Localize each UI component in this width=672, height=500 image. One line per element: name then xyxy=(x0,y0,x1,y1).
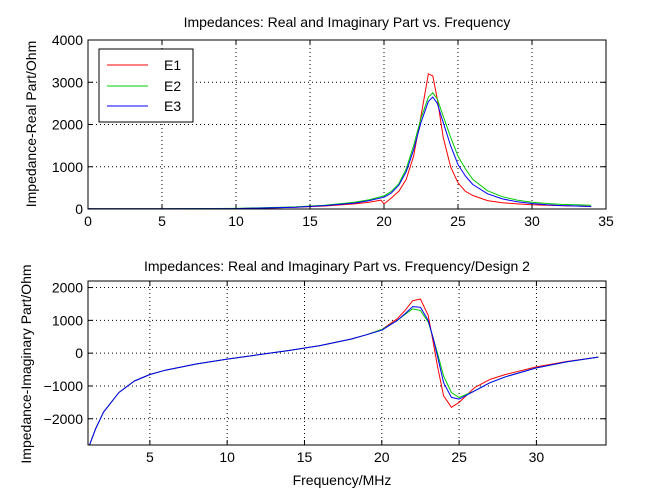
series-lines-imaginary xyxy=(89,298,599,445)
x-tick-label: 20 xyxy=(374,449,390,465)
y-tick-label: 0 xyxy=(75,345,83,361)
legend-label-e1: E1 xyxy=(164,57,181,73)
y-axis-label-imaginary: Impedance-Imaginary Part/Ohm xyxy=(18,264,34,463)
series-line-e3 xyxy=(89,306,599,445)
y-tick-label: 0 xyxy=(75,201,83,217)
x-tick-label: 30 xyxy=(529,449,545,465)
series-line-e1 xyxy=(88,73,592,209)
x-tick-label: 0 xyxy=(84,213,92,229)
x-tick-label: 30 xyxy=(524,213,540,229)
series-line-e2 xyxy=(88,92,592,209)
legend-item-e2: E2 xyxy=(107,78,181,94)
x-axis-label: Frequency/MHz xyxy=(293,472,392,488)
legend: E1 E2 E3 xyxy=(98,48,194,123)
axes-box-imaginary xyxy=(87,280,607,446)
x-tick-label: 10 xyxy=(219,449,235,465)
series-lines-real xyxy=(88,73,592,209)
axes-imaginary-part: 5 10 15 20 25 30 −2000 −1000 0 1000 2000 Impedance… xyxy=(18,258,607,488)
y-tick-label: −2000 xyxy=(44,411,84,427)
legend-label-e3: E3 xyxy=(164,98,181,114)
legend-item-e1: E1 xyxy=(107,57,181,73)
x-tick-label: 35 xyxy=(598,213,614,229)
plot-area-imaginary xyxy=(88,281,606,445)
y-tick-label: 2000 xyxy=(52,280,83,296)
x-tick-label: 25 xyxy=(450,213,466,229)
chart-title-real: Impedances: Real and Imaginary Part vs. … xyxy=(184,14,511,30)
y-tick-label: −1000 xyxy=(44,378,84,394)
grid-imaginary xyxy=(88,281,606,445)
y-tick-label: 1000 xyxy=(52,312,83,328)
series-line-e3 xyxy=(88,96,592,209)
x-tick-label: 5 xyxy=(158,213,166,229)
x-tick-label: 10 xyxy=(228,213,244,229)
y-tick-label: 1000 xyxy=(52,159,83,175)
ticks-imaginary: 5 10 15 20 25 30 −2000 −1000 0 1000 2000 xyxy=(44,280,606,465)
x-tick-label: 15 xyxy=(302,213,318,229)
y-tick-label: 3000 xyxy=(52,74,83,90)
ticks-real: 0 5 10 15 20 25 30 35 0 1000 2000 3000 4000 xyxy=(52,32,614,229)
y-axis-label-real: Impedance-Real Part/Ohm xyxy=(23,41,39,208)
x-tick-label: 15 xyxy=(297,449,313,465)
chart-title-imaginary: Impedances: Real and Imaginary Part vs. … xyxy=(144,258,530,274)
y-tick-label: 2000 xyxy=(52,117,83,133)
legend-item-e3: E3 xyxy=(107,98,181,114)
y-tick-label: 4000 xyxy=(52,32,83,48)
legend-label-e2: E2 xyxy=(164,78,181,94)
x-tick-label: 20 xyxy=(376,213,392,229)
axes-real-part: 0 5 10 15 20 25 30 35 0 1000 2000 3000 4000 Impedanc… xyxy=(23,14,614,229)
x-tick-label: 25 xyxy=(451,449,467,465)
x-tick-label: 5 xyxy=(146,449,154,465)
